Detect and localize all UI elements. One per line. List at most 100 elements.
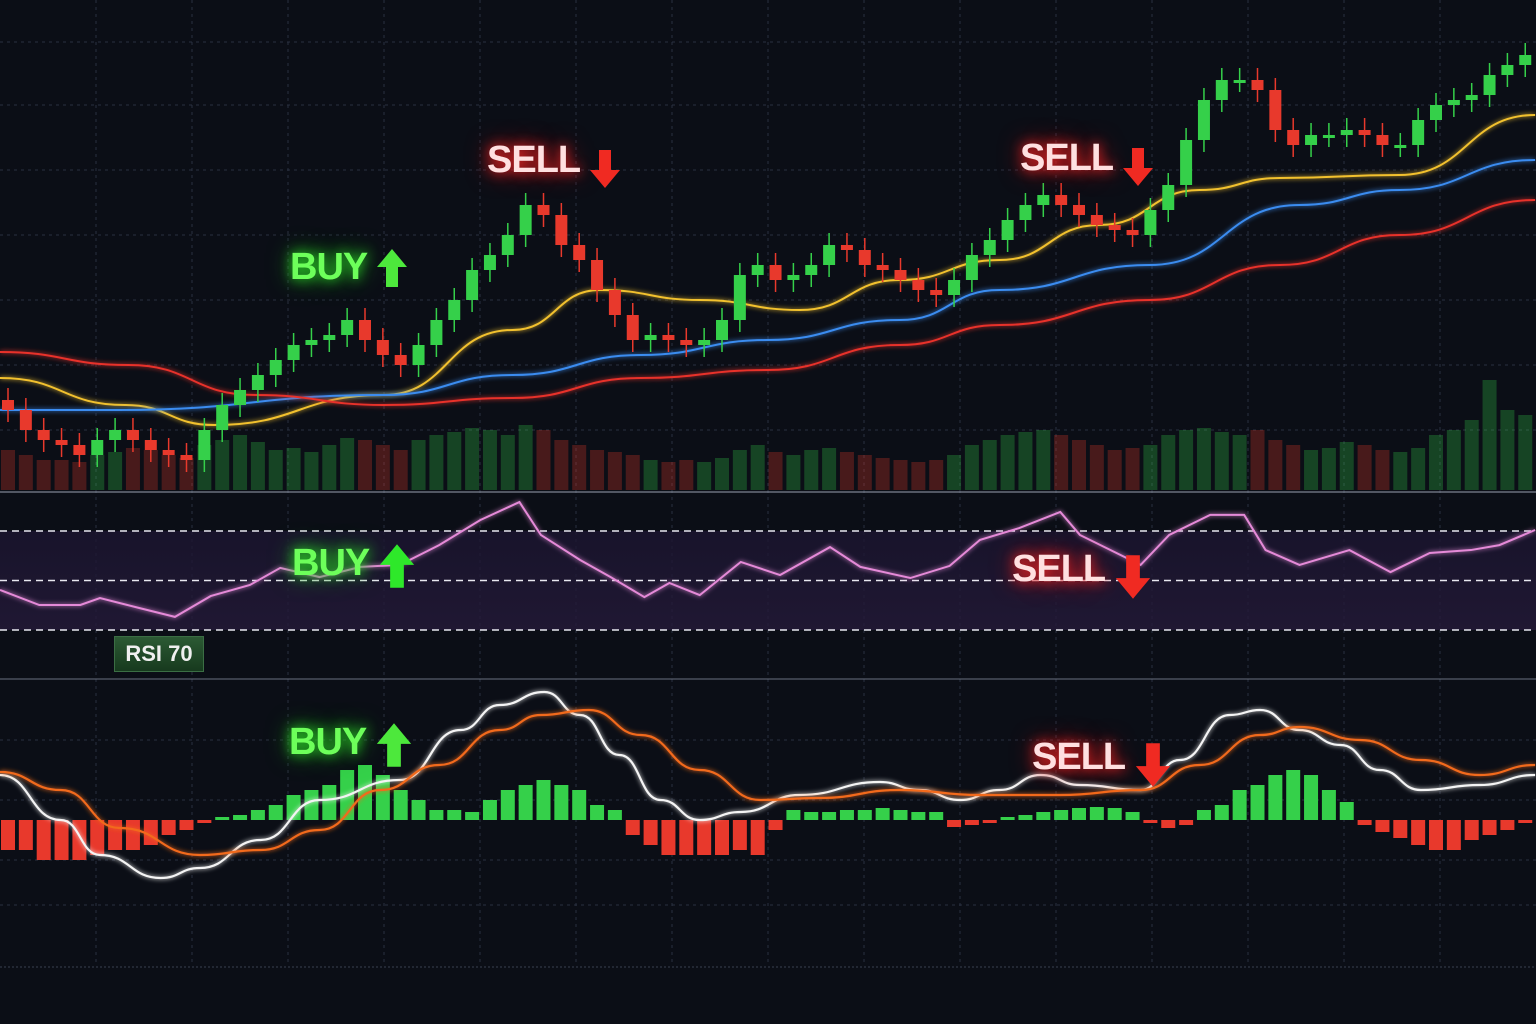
- volume-bar: [411, 440, 426, 490]
- macd-histogram-bar: [197, 820, 212, 823]
- arrow-up-icon: [380, 544, 415, 588]
- macd-histogram-bar: [1518, 820, 1533, 823]
- candle-body: [1001, 220, 1014, 240]
- moving-average-line: [0, 159, 1536, 411]
- volume-bar: [72, 462, 87, 490]
- candle-body: [1287, 130, 1300, 145]
- volume-bar: [1500, 410, 1515, 490]
- candle-body: [840, 245, 853, 250]
- macd-histogram-bar: [1268, 775, 1283, 820]
- candle-body: [180, 455, 193, 460]
- candle-body: [1465, 95, 1478, 100]
- sell-label: SELL: [1032, 735, 1126, 778]
- candle-body: [537, 205, 550, 215]
- macd-histogram-bar: [1375, 820, 1390, 832]
- volume-bar: [1446, 430, 1461, 490]
- macd-histogram-bar: [1500, 820, 1515, 830]
- sell-label: SELL: [1020, 136, 1114, 179]
- volume-bar: [447, 432, 462, 490]
- candle-body: [198, 430, 211, 460]
- volume-bar: [822, 448, 837, 490]
- macd-histogram-bar: [125, 820, 140, 850]
- macd-histogram-bar: [893, 810, 908, 820]
- volume-bar: [268, 450, 283, 490]
- macd-line: [0, 690, 1536, 880]
- macd-histogram-bar: [90, 820, 105, 855]
- volume-bar: [947, 455, 962, 490]
- candle-body: [1197, 100, 1210, 140]
- volume-bar: [340, 438, 355, 490]
- macd-histogram-bar: [661, 820, 676, 855]
- macd-histogram-bar: [250, 810, 265, 820]
- volume-bars: [1, 380, 1533, 490]
- volume-bar: [1518, 415, 1533, 490]
- rsi-panel: [0, 500, 1536, 631]
- volume-bar: [590, 450, 605, 490]
- macd-histogram-bar: [1446, 820, 1461, 850]
- macd-histogram-bar: [1089, 807, 1104, 820]
- macd-histogram-bar: [358, 765, 372, 820]
- candle-body: [1055, 195, 1068, 205]
- macd-histogram-bar: [679, 820, 694, 855]
- candle-body: [448, 300, 461, 320]
- volume-bar: [1, 450, 15, 490]
- macd-histogram-bar: [1464, 820, 1479, 840]
- macd-histogram-bar: [590, 805, 605, 820]
- candle-body: [91, 440, 104, 455]
- sell-signal-price-2: SELL: [1020, 128, 1155, 188]
- volume-bar: [233, 435, 248, 490]
- volume-bar: [1321, 448, 1336, 490]
- candle-body: [1090, 215, 1103, 225]
- candle-body: [55, 440, 68, 445]
- candle-body: [591, 260, 604, 290]
- volume-bar: [893, 460, 908, 490]
- volume-bar: [500, 435, 515, 490]
- moving-averages: [0, 114, 1536, 427]
- volume-bar: [804, 450, 819, 490]
- volume-bar: [358, 440, 372, 490]
- candle-body: [608, 290, 621, 315]
- candle-body: [1358, 130, 1371, 135]
- volume-bar: [250, 442, 265, 490]
- macd-histogram-bar: [804, 812, 819, 820]
- volume-bar: [1125, 448, 1140, 490]
- candle-body: [37, 430, 50, 440]
- macd-histogram-bar: [393, 790, 408, 820]
- volume-bar: [839, 452, 854, 490]
- buy-label: BUY: [290, 246, 368, 288]
- volume-bar: [286, 448, 301, 490]
- volume-bar: [215, 440, 230, 490]
- candle-body: [394, 355, 407, 365]
- candle-body: [1251, 80, 1264, 90]
- candle-body: [234, 390, 247, 405]
- candle-body: [1162, 185, 1175, 210]
- candle-body: [1430, 105, 1442, 120]
- candle-body: [769, 265, 782, 280]
- candle-body: [2, 400, 14, 410]
- macd-histogram-bar: [1339, 802, 1354, 820]
- grid: [0, 0, 1536, 968]
- macd-histogram-bar: [429, 810, 444, 820]
- macd-histogram-bar: [286, 795, 301, 820]
- macd-histogram-bar: [607, 810, 622, 820]
- volume-bar: [1482, 380, 1497, 490]
- candle-body: [1037, 195, 1050, 205]
- candle-body: [823, 245, 836, 265]
- macd-histogram-bar: [1125, 812, 1140, 820]
- macd-histogram-bar: [411, 800, 426, 820]
- macd-histogram-bar: [215, 817, 230, 820]
- candle-body: [109, 430, 122, 440]
- macd-histogram-bar: [1357, 820, 1372, 825]
- macd-panel: [0, 690, 1536, 880]
- volume-bar: [322, 445, 337, 490]
- candle-body: [19, 410, 32, 430]
- sell-signal-rsi: SELL: [1012, 537, 1153, 601]
- candle-body: [305, 340, 318, 345]
- candle-body: [983, 240, 996, 255]
- volume-bar: [393, 450, 408, 490]
- macd-histogram-bar: [875, 808, 890, 820]
- candle-body: [1269, 90, 1282, 130]
- macd-histogram-bar: [1179, 820, 1194, 825]
- macd-histogram-bar: [1286, 770, 1301, 820]
- candle-body: [1394, 145, 1407, 148]
